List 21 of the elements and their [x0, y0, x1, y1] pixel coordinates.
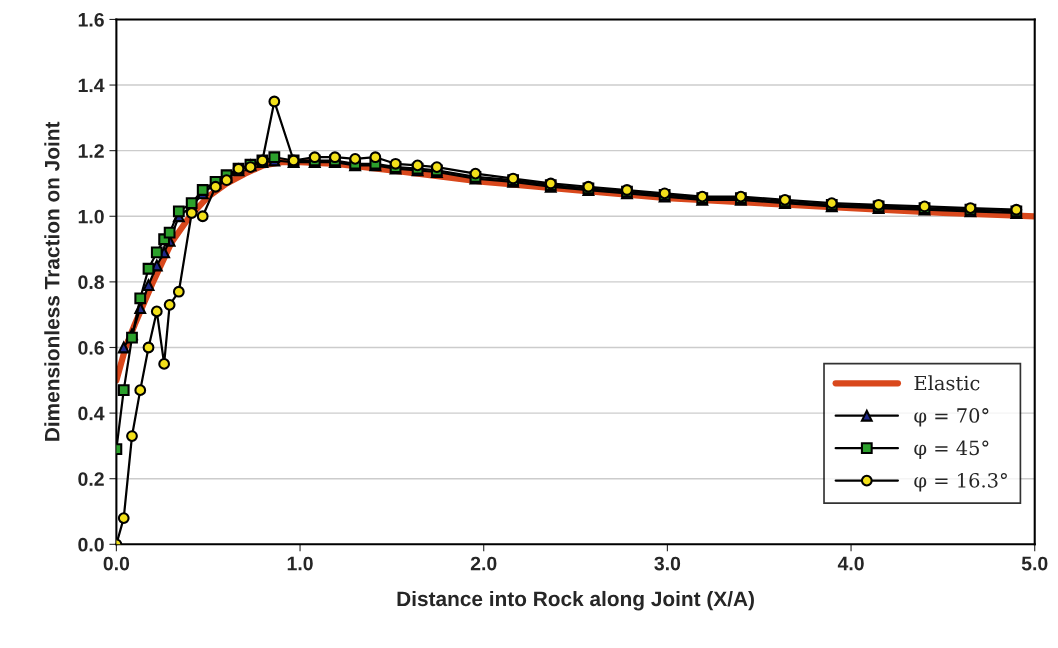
- y-tick-label: 0.4: [78, 406, 105, 421]
- y-tick-label: 0.6: [78, 340, 104, 355]
- y-tick-label: 1.0: [78, 209, 104, 224]
- x-tick-label: 4.0: [837, 556, 864, 571]
- x-tick-label: 2.0: [470, 556, 497, 571]
- legend-label: φ = 45°: [914, 440, 989, 460]
- y-axis-title: Dimensionless Traction on Joint: [44, 121, 60, 441]
- x-tick-label: 1.0: [287, 556, 313, 571]
- x-axis-title: Distance into Rock along Joint (X/A): [397, 590, 754, 611]
- x-tick-label: 5.0: [1021, 556, 1048, 571]
- x-tick-label: 0.0: [103, 556, 130, 571]
- y-tick-label: 0.0: [78, 537, 104, 552]
- legend-label: φ = 16.3°: [914, 472, 1007, 492]
- y-tick-label: 1.2: [78, 144, 104, 158]
- y-tick-label: 1.4: [78, 78, 105, 93]
- legend-label: Elastic: [914, 375, 980, 391]
- x-tick-label: 3.0: [654, 556, 681, 571]
- y-tick-label: 0.8: [78, 275, 104, 290]
- legend-label: φ = 70°: [914, 408, 989, 427]
- y-tick-label: 0.2: [78, 472, 104, 486]
- y-tick-label: 1.6: [78, 12, 104, 27]
